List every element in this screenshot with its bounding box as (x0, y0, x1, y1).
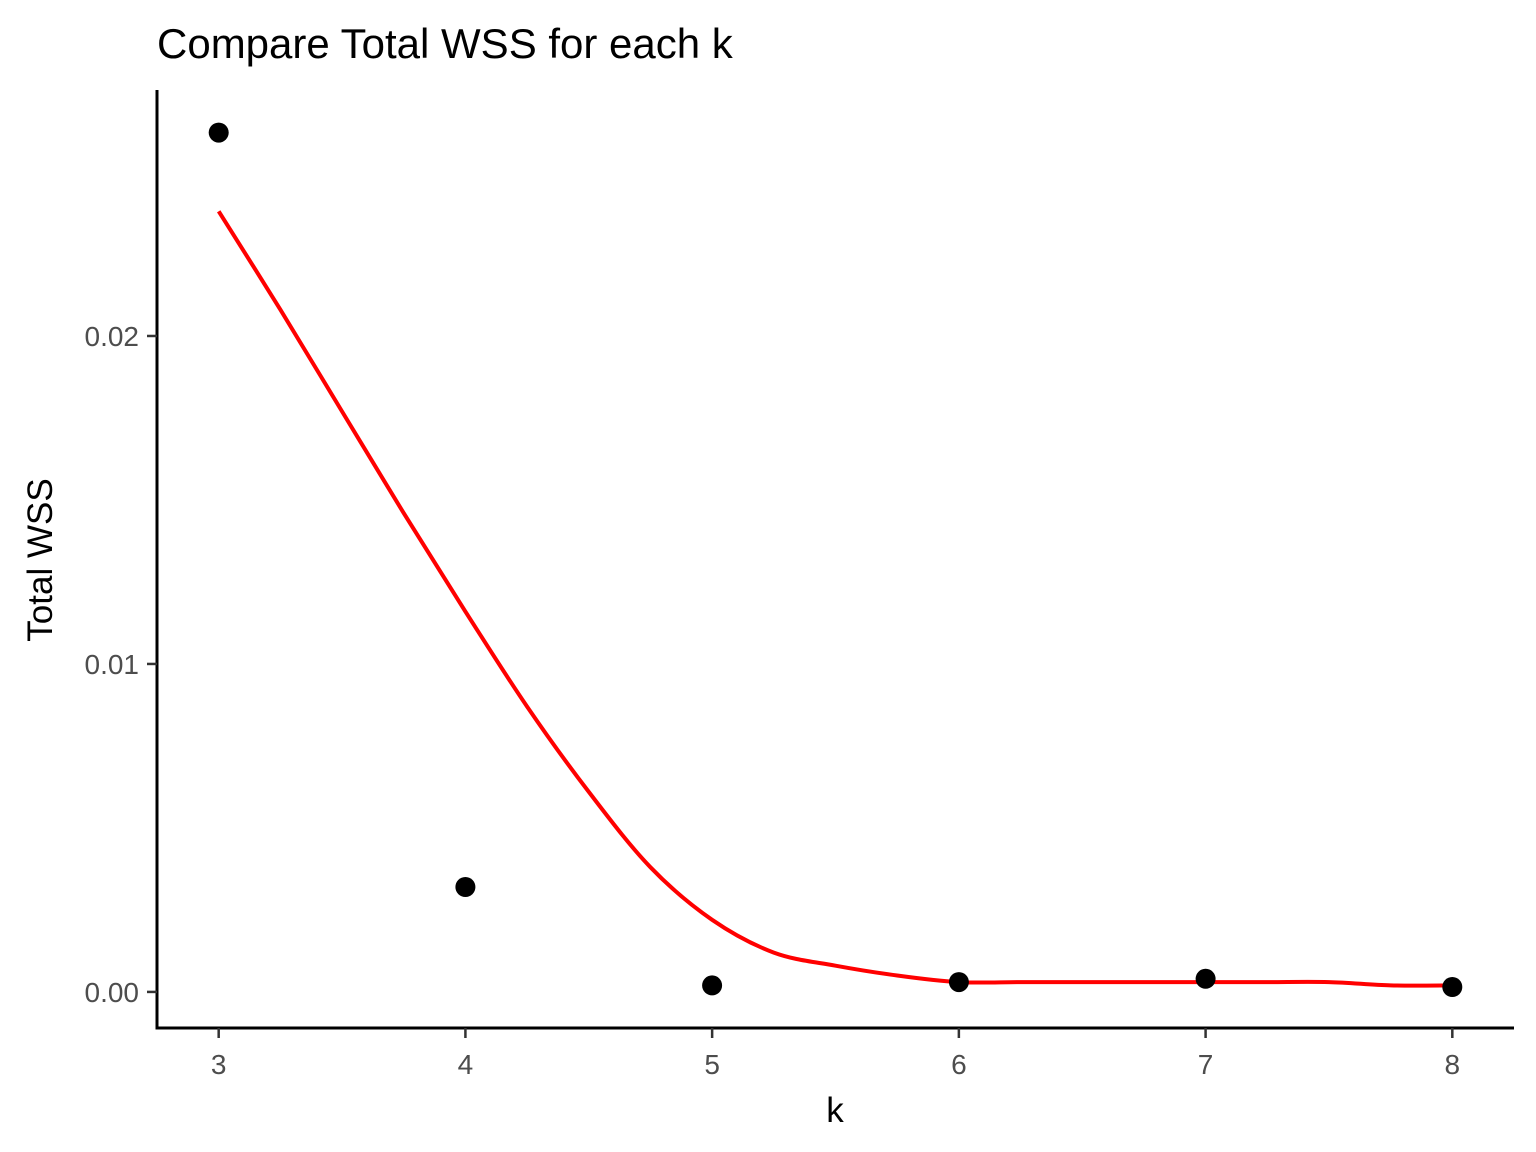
data-point (1195, 968, 1216, 989)
data-point (702, 975, 723, 996)
x-tick-label: 5 (704, 1049, 720, 1080)
y-tick-label: 0.01 (85, 649, 140, 680)
data-point (948, 972, 969, 993)
x-axis-ticks: 3 4 5 6 7 8 (211, 1028, 1460, 1080)
chart-title: Compare Total WSS for each k (157, 20, 734, 67)
x-tick-label: 8 (1445, 1049, 1461, 1080)
x-tick-label: 4 (458, 1049, 474, 1080)
smooth-line-layer (217, 210, 1453, 988)
plot-area (208, 122, 1463, 997)
y-axis-title: Total WSS (21, 478, 60, 641)
data-point (208, 122, 229, 143)
x-axis-title: k (826, 1091, 844, 1130)
points-layer (208, 122, 1463, 997)
data-point (455, 877, 476, 897)
x-tick-label: 3 (211, 1049, 227, 1080)
smooth-line (217, 210, 1453, 988)
y-tick-label: 0.00 (85, 977, 140, 1008)
y-tick-label: 0.02 (85, 321, 140, 352)
data-point (1442, 977, 1463, 997)
y-axis-ticks: 0.00 0.01 0.02 (85, 321, 157, 1008)
x-tick-label: 6 (951, 1049, 967, 1080)
x-tick-label: 7 (1198, 1049, 1214, 1080)
